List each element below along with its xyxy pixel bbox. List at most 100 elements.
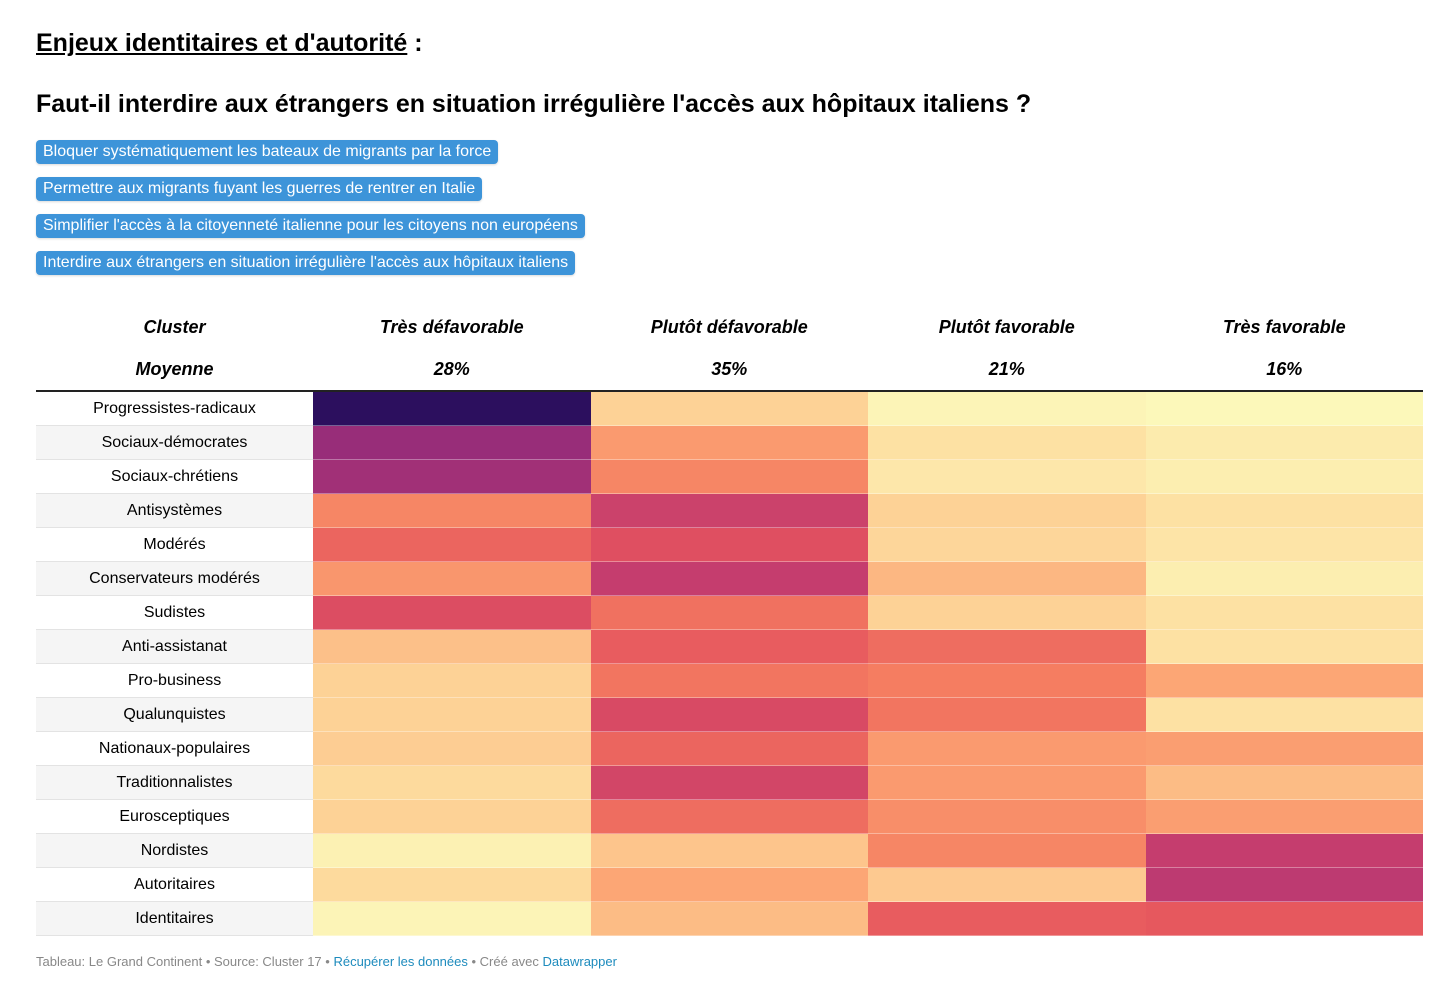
heatmap-cell[interactable] [868, 799, 1146, 834]
heatmap-cell[interactable] [868, 697, 1146, 732]
download-data-link[interactable]: Récupérer les données [333, 954, 468, 969]
heatmap-cell[interactable] [868, 459, 1146, 494]
cluster-label: Conservateurs modérés [36, 561, 313, 596]
column-header: Très défavorable [379, 316, 524, 337]
column-header: Très favorable [1222, 316, 1346, 337]
heatmap-cell[interactable] [868, 663, 1146, 698]
heatmap-cell[interactable] [313, 663, 591, 698]
cluster-label: Identitaires [36, 901, 313, 936]
heatmap-cell[interactable] [1145, 799, 1423, 834]
heatmap-cell[interactable] [590, 901, 868, 936]
heatmap-cell[interactable] [590, 731, 868, 766]
heatmap-cell[interactable] [1145, 391, 1423, 426]
heatmap-body: Progressistes-radicaux Sociaux-démocrates… [36, 391, 1423, 936]
chart-container: Enjeux identitaires et d'autorité : Faut… [36, 24, 1423, 936]
question-pill[interactable]: Interdire aux étrangers en situation irr… [36, 251, 576, 275]
footer-middle: • Créé avec [467, 954, 543, 969]
question-pill[interactable]: Permettre aux migrants fuyant les guerre… [36, 177, 483, 201]
column-header: Plutôt favorable [938, 316, 1075, 337]
heatmap-cell[interactable] [590, 765, 868, 800]
heatmap-cell[interactable] [1145, 459, 1423, 494]
heatmap-cell[interactable] [590, 459, 868, 494]
heatmap-cell[interactable] [590, 867, 868, 902]
table-row: Anti-assistanat [36, 629, 1423, 664]
heatmap-cell[interactable] [868, 765, 1146, 800]
heatmap-cell[interactable] [868, 833, 1146, 868]
column-header: Plutôt défavorable [650, 316, 808, 337]
heatmap-cell[interactable] [313, 697, 591, 732]
heatmap-cell[interactable] [868, 391, 1146, 426]
heatmap-cell[interactable] [868, 561, 1146, 596]
heatmap-cell[interactable] [313, 527, 591, 562]
heatmap-cell[interactable] [868, 901, 1146, 936]
section-heading-text: Enjeux identitaires et d'autorité [36, 29, 408, 57]
heatmap-cell[interactable] [313, 595, 591, 630]
heatmap-cell[interactable] [1145, 697, 1423, 732]
heatmap-cell[interactable] [313, 731, 591, 766]
heatmap-cell[interactable] [590, 697, 868, 732]
heatmap-cell[interactable] [590, 595, 868, 630]
table-row: Eurosceptiques [36, 799, 1423, 834]
heatmap-cell[interactable] [590, 493, 868, 528]
heatmap-cell[interactable] [590, 425, 868, 460]
heatmap-cell[interactable] [1145, 765, 1423, 800]
heatmap-cell[interactable] [868, 629, 1146, 664]
heatmap-cell[interactable] [590, 833, 868, 868]
table-row: Sudistes [36, 595, 1423, 630]
heatmap-cell[interactable] [1145, 595, 1423, 630]
chart-footer: Tableau: Le Grand Continent • Source: Cl… [36, 954, 617, 969]
cluster-label: Modérés [36, 527, 313, 562]
heatmap-cell[interactable] [1145, 629, 1423, 664]
datawrapper-link[interactable]: Datawrapper [542, 954, 617, 969]
heatmap-cell[interactable] [313, 561, 591, 596]
heatmap-cell[interactable] [1145, 663, 1423, 698]
heatmap-cell[interactable] [313, 901, 591, 936]
heatmap-cell[interactable] [313, 629, 591, 664]
heatmap-cell[interactable] [1145, 833, 1423, 868]
heatmap-cell[interactable] [590, 561, 868, 596]
heatmap-cell[interactable] [590, 663, 868, 698]
heatmap-cell[interactable] [1145, 867, 1423, 902]
average-value: 16% [1266, 358, 1303, 379]
heatmap-cell[interactable] [1145, 731, 1423, 766]
heatmap-cell[interactable] [868, 867, 1146, 902]
heatmap-cell[interactable] [313, 493, 591, 528]
section-heading-suffix: : [407, 29, 423, 57]
chart-title: Faut-il interdire aux étrangers en situa… [36, 90, 1032, 118]
heatmap-cell[interactable] [313, 799, 591, 834]
question-pills: Bloquer systématiquement les bateaux de … [36, 140, 1423, 288]
heatmap-cell[interactable] [1145, 561, 1423, 596]
cluster-label: Nordistes [36, 833, 313, 868]
table-row: Progressistes-radicaux [36, 391, 1423, 426]
heatmap-cell[interactable] [1145, 425, 1423, 460]
heatmap-cell[interactable] [868, 595, 1146, 630]
heatmap-cell[interactable] [313, 867, 591, 902]
heatmap-cell[interactable] [313, 459, 591, 494]
average-value: 21% [988, 358, 1025, 379]
heatmap-cell[interactable] [590, 799, 868, 834]
heatmap-cell[interactable] [868, 527, 1146, 562]
heatmap-cell[interactable] [868, 731, 1146, 766]
table-row: Autoritaires [36, 867, 1423, 902]
heatmap-cell[interactable] [1145, 493, 1423, 528]
heatmap-cell[interactable] [313, 833, 591, 868]
question-pill[interactable]: Simplifier l'accès à la citoyenneté ital… [36, 214, 585, 238]
cluster-label: Eurosceptiques [36, 799, 313, 834]
heatmap-cell[interactable] [313, 765, 591, 800]
heatmap-cell[interactable] [1145, 901, 1423, 936]
table-row: Sociaux-démocrates [36, 425, 1423, 460]
heatmap-cell[interactable] [590, 629, 868, 664]
column-header-cluster: Cluster [143, 316, 206, 337]
table-row: Nordistes [36, 833, 1423, 868]
cluster-label: Sudistes [36, 595, 313, 630]
heatmap-cell[interactable] [868, 425, 1146, 460]
heatmap-cell[interactable] [868, 493, 1146, 528]
heatmap-cell[interactable] [313, 425, 591, 460]
heatmap-cell[interactable] [313, 391, 591, 426]
average-label: Moyenne [135, 358, 214, 379]
heatmap-cell[interactable] [590, 527, 868, 562]
table-row: Sociaux-chrétiens [36, 459, 1423, 494]
question-pill[interactable]: Bloquer systématiquement les bateaux de … [36, 140, 499, 164]
heatmap-cell[interactable] [1145, 527, 1423, 562]
heatmap-cell[interactable] [590, 391, 868, 426]
